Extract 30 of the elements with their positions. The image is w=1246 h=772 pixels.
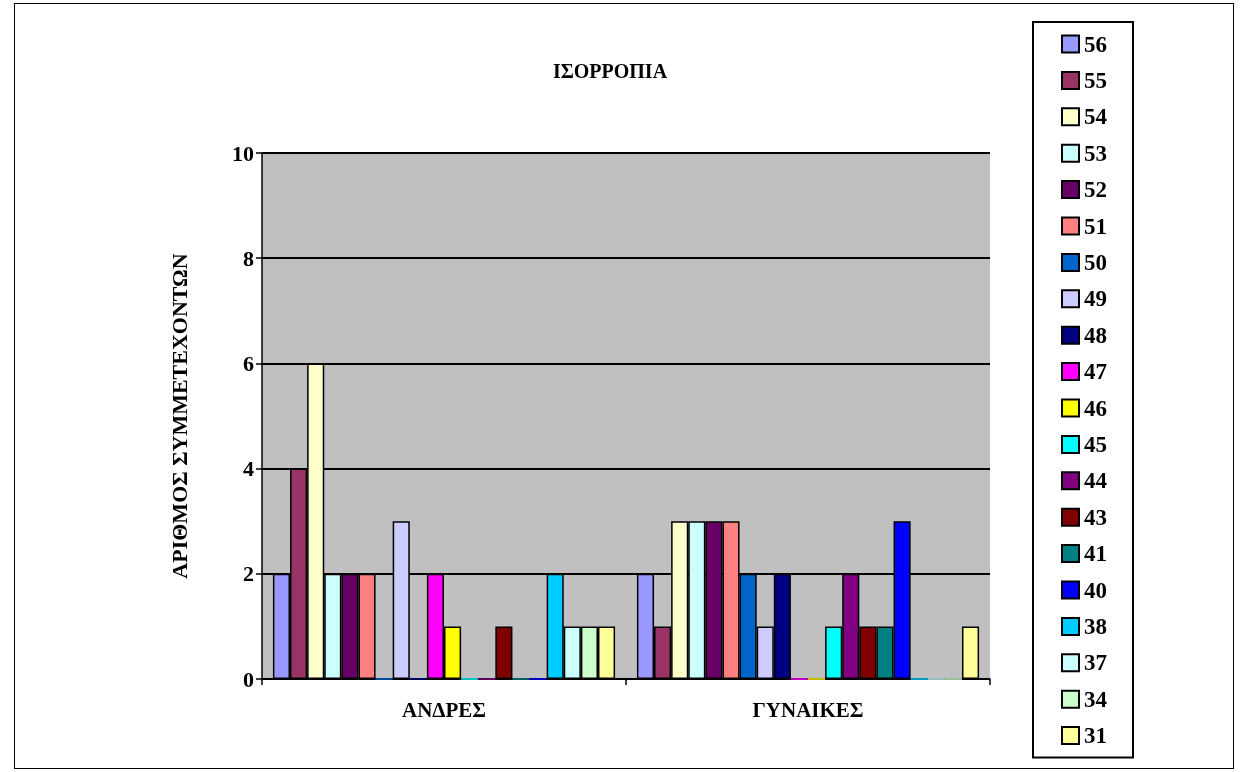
legend-label: 49 [1084, 286, 1107, 312]
legend-label: 52 [1084, 177, 1107, 203]
legend-label: 50 [1084, 249, 1107, 275]
legend-label: 43 [1084, 504, 1107, 530]
legend-label: 38 [1084, 613, 1107, 639]
y-tick-label: 0 [243, 666, 254, 692]
x-tick-label: ΓΥΝΑΙΚΕΣ [752, 697, 864, 722]
legend-label: 37 [1084, 650, 1107, 676]
legend-label: 53 [1084, 140, 1107, 166]
legend-label: 34 [1084, 686, 1108, 712]
y-tick-label: 6 [243, 350, 254, 376]
x-tick-label: ΑΝΔΡΕΣ [401, 697, 487, 722]
legend-label: 51 [1084, 213, 1107, 239]
legend-label: 55 [1084, 67, 1107, 93]
legend-label: 44 [1084, 468, 1108, 494]
legend-label: 40 [1084, 577, 1107, 603]
legend-label: 54 [1084, 104, 1108, 130]
legend-label: 47 [1084, 359, 1107, 385]
legend-label: 45 [1084, 431, 1107, 457]
chart-title: ΙΣΟΡΡΟΠΙΑ [552, 60, 668, 82]
y-tick-label: 10 [232, 140, 254, 166]
y-tick-label: 4 [243, 456, 254, 482]
legend-label: 46 [1084, 395, 1107, 421]
y-tick-label: 8 [243, 245, 254, 271]
legend-label: 48 [1084, 322, 1107, 348]
y-tick-label: 2 [243, 561, 254, 587]
legend-label: 31 [1084, 723, 1107, 749]
legend-label: 56 [1084, 31, 1107, 57]
y-axis-title: ΑΡΙΘΜΟΣ ΣΥΜΜΕΤΕΧΟΝΤΩΝ [166, 253, 192, 579]
legend-label: 41 [1084, 541, 1107, 567]
